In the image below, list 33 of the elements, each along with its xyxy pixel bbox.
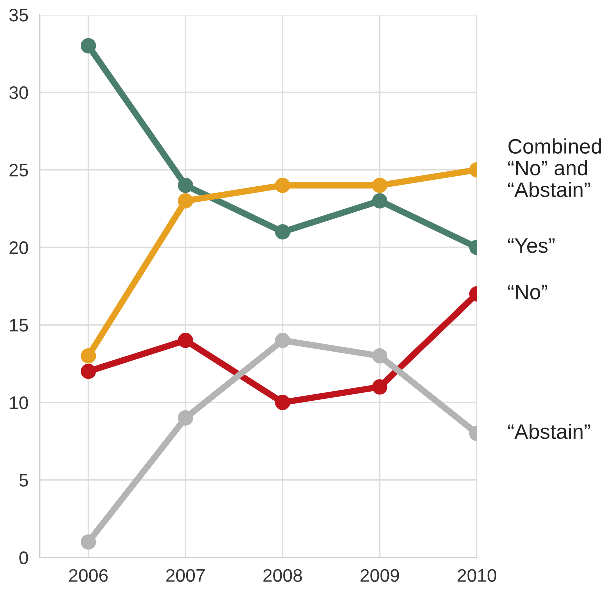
y-tick-label: 20 xyxy=(10,242,28,254)
x-tick-label: 2008 xyxy=(264,569,302,582)
point xyxy=(178,178,194,194)
y-tick-label: 10 xyxy=(10,396,28,410)
y-tick-label: 15 xyxy=(10,319,28,332)
series-label: Combined “No” and “Abstain” xyxy=(508,138,602,198)
point xyxy=(275,178,290,194)
point xyxy=(178,410,194,426)
point xyxy=(275,224,290,240)
point xyxy=(372,178,388,194)
point xyxy=(80,38,96,54)
point xyxy=(80,534,96,550)
x-tick-label: 2010 xyxy=(458,569,496,582)
series-label: “Abstain” xyxy=(508,424,590,440)
x-tick-label: 2009 xyxy=(360,569,400,582)
x-tick-label: 2007 xyxy=(166,569,205,582)
series-label: “Yes” xyxy=(508,238,555,254)
point xyxy=(80,364,96,380)
point xyxy=(275,333,290,348)
point xyxy=(80,348,96,364)
y-tick-label: 25 xyxy=(10,164,28,177)
y-tick-label: 5 xyxy=(20,474,28,487)
series-label: “No” xyxy=(508,285,548,300)
point xyxy=(178,193,194,209)
point xyxy=(372,380,388,395)
point xyxy=(372,348,388,364)
point xyxy=(275,395,290,410)
x-tick-label: 2006 xyxy=(69,569,108,582)
point xyxy=(178,333,194,348)
point xyxy=(372,193,388,209)
y-tick-label: 35 xyxy=(10,8,28,22)
y-tick-label: 0 xyxy=(20,552,28,564)
y-tick-label: 30 xyxy=(10,86,28,100)
